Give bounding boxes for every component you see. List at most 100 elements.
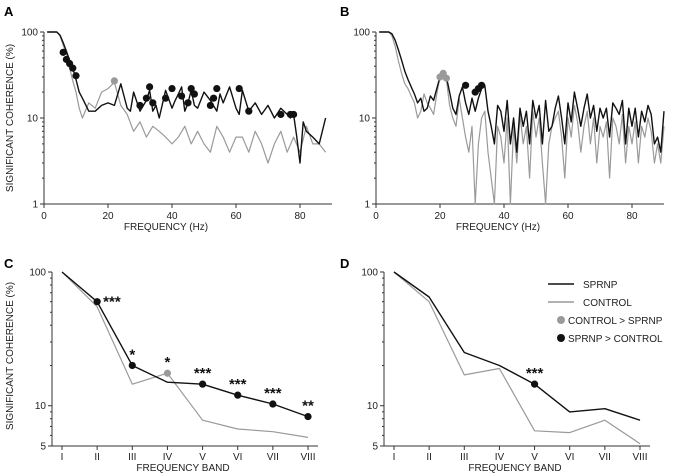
- x-tick-label: IV: [495, 452, 505, 463]
- legend-sprnp-gt-marker: [557, 334, 565, 342]
- x-tick-label: 40: [498, 211, 510, 222]
- x-tick-label: 60: [562, 211, 574, 222]
- sprnp-gt-control-marker: [277, 110, 285, 119]
- sprnp-gt-control-marker: [149, 99, 157, 107]
- x-tick-label: 0: [41, 211, 47, 222]
- sprnp-gt-control-marker: [269, 400, 277, 408]
- control-gt-sprnp-marker: [110, 77, 118, 85]
- x-tick-label: VI: [565, 452, 574, 463]
- sprnp-gt-control-marker: [187, 84, 195, 93]
- significance-label: ***: [194, 365, 212, 382]
- legend: SPRNP CONTROL CONTROL > SPRNP SPRNP > CO…: [548, 280, 663, 345]
- x-tick-label: VIII: [300, 452, 315, 463]
- series-sprnp-line: [393, 271, 641, 421]
- sprnp-gt-control-marker: [462, 81, 470, 89]
- series-control-line: [61, 271, 309, 438]
- significance-label: ***: [103, 294, 121, 311]
- y-tick-label: 10: [367, 401, 379, 412]
- sprnp-gt-control-marker: [290, 110, 298, 119]
- panel-a-plot: 1 10 100 0 20 40 60 80: [21, 28, 332, 222]
- x-tick-label: I: [393, 452, 396, 463]
- significance-label: ***: [526, 365, 544, 382]
- x-tick-label: 20: [102, 211, 114, 222]
- series-control-line: [379, 31, 665, 205]
- sprnp-gt-control-marker: [234, 391, 242, 399]
- y-tick-label: 10: [359, 114, 371, 125]
- x-tick-label: IV: [163, 452, 173, 463]
- sprnp-gt-control-marker: [162, 94, 170, 102]
- significance-label: ***: [264, 385, 282, 402]
- x-tick-label: V: [199, 452, 206, 463]
- significance-label: ***: [229, 376, 247, 393]
- legend-sprnp-label: SPRNP: [583, 280, 618, 291]
- x-tick-label: VIII: [632, 452, 647, 463]
- x-tick-label: VI: [233, 452, 242, 463]
- y-tick-label: 100: [21, 28, 38, 39]
- x-tick-label: VII: [267, 452, 279, 463]
- y-tick-label: 100: [361, 268, 378, 279]
- x-tick-label: 80: [626, 211, 638, 222]
- y-tick-label: 1: [32, 200, 38, 211]
- series-control-line: [393, 271, 641, 445]
- sprnp-gt-control-marker: [530, 380, 539, 388]
- legend-control-gt-marker: [557, 316, 565, 324]
- x-tick-label: 20: [434, 211, 446, 222]
- x-tick-label: III: [460, 452, 468, 463]
- panel-label-d: D: [340, 256, 349, 271]
- sprnp-gt-control-marker: [304, 412, 312, 421]
- y-tick-label: 100: [29, 268, 46, 279]
- sprnp-gt-control-marker: [210, 94, 218, 102]
- sprnp-gt-control-marker: [206, 101, 214, 110]
- panel-label-a: A: [4, 4, 14, 19]
- x-tick-label: V: [531, 452, 538, 463]
- control-gt-sprnp-marker: [442, 74, 450, 82]
- x-tick-label: VII: [599, 452, 611, 463]
- sprnp-gt-control-marker: [93, 298, 101, 306]
- control-gt-sprnp-marker: [163, 369, 172, 377]
- panel-b-plot: 1 10 100 0 20 40 60 80: [353, 28, 665, 222]
- sprnp-gt-control-marker: [128, 361, 136, 370]
- panel-label-b: B: [340, 4, 349, 19]
- panel-b-xlabel: FREQUENCY (Hz): [456, 222, 540, 233]
- sprnp-gt-control-marker: [69, 64, 77, 72]
- panel-c-xlabel: FREQUENCY BAND: [136, 463, 229, 474]
- sprnp-gt-control-marker: [213, 84, 221, 93]
- significance-label: *: [129, 346, 135, 363]
- sprnp-gt-control-marker: [178, 92, 186, 100]
- sprnp-gt-control-marker: [72, 72, 80, 80]
- y-tick-label: 100: [353, 28, 370, 39]
- significance-label: **: [302, 398, 314, 415]
- panel-label-c: C: [4, 256, 14, 271]
- sprnp-gt-control-marker: [245, 107, 253, 115]
- sprnp-gt-control-marker: [168, 84, 176, 93]
- x-tick-label: III: [128, 452, 136, 463]
- sprnp-gt-control-marker: [146, 83, 154, 91]
- y-tick-label: 10: [27, 114, 39, 125]
- sprnp-gt-control-marker: [136, 101, 144, 110]
- x-tick-label: 40: [166, 211, 178, 222]
- legend-control-label: CONTROL: [583, 298, 632, 309]
- sprnp-gt-control-marker: [198, 380, 207, 388]
- significance-label: *: [165, 354, 171, 371]
- panel-a-ylabel: SIGNIFICANT COHERENCE (%): [5, 44, 16, 192]
- series-sprnp-line: [61, 271, 309, 418]
- sprnp-gt-control-marker: [190, 90, 198, 98]
- x-tick-label: 60: [230, 211, 242, 222]
- series-control-line: [47, 31, 327, 164]
- x-tick-label: 0: [373, 211, 379, 222]
- x-tick-label: II: [426, 452, 432, 463]
- y-tick-label: 10: [35, 401, 47, 412]
- sprnp-gt-control-marker: [235, 84, 243, 93]
- panel-d-xlabel: FREQUENCY BAND: [468, 463, 561, 474]
- panel-a-xlabel: FREQUENCY (Hz): [124, 222, 208, 233]
- legend-sprnp-gt-label: SPRNP > CONTROL: [568, 334, 663, 345]
- sprnp-gt-control-marker: [59, 48, 67, 56]
- y-tick-label: 5: [372, 442, 378, 453]
- y-tick-label: 1: [364, 200, 370, 211]
- x-tick-label: II: [94, 452, 100, 463]
- series-sprnp-line: [47, 31, 327, 164]
- sprnp-gt-control-marker: [184, 99, 192, 107]
